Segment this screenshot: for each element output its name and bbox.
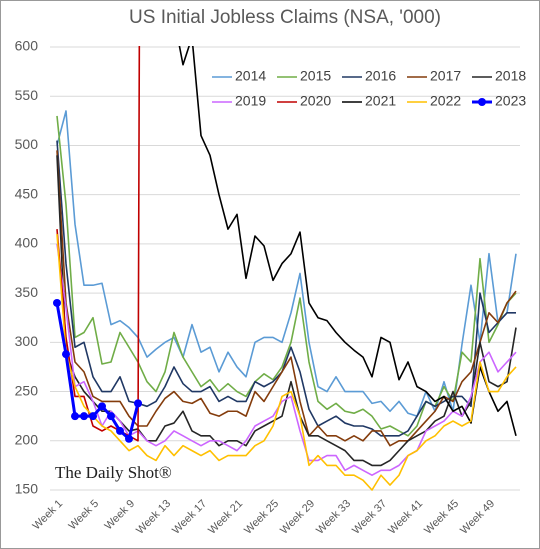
plot-area: [53, 46, 517, 491]
y-tick-label: 250: [15, 382, 39, 398]
series-marker: [89, 412, 97, 421]
legend-label: 2014: [235, 68, 266, 84]
series-line: [56, 46, 141, 442]
series-marker: [98, 402, 106, 411]
chart-title: US Initial Jobless Claims (NSA, '000): [129, 7, 441, 28]
series-marker: [107, 412, 115, 421]
source: The Daily Shot®: [55, 463, 172, 482]
legend-label: 2023: [495, 93, 526, 109]
y-tick-label: 550: [15, 87, 39, 103]
legend-label: 2016: [365, 68, 396, 84]
y-tick-label: 300: [15, 333, 39, 349]
y-tick-label: 350: [15, 284, 39, 300]
y-tick-label: 450: [15, 185, 39, 201]
series-marker: [62, 350, 70, 359]
y-tick-label: 400: [15, 235, 39, 251]
legend-label: 2017: [430, 68, 461, 84]
series-line: [56, 243, 517, 477]
y-tick-label: 600: [15, 38, 39, 54]
y-tick-label: 500: [15, 136, 39, 152]
series-marker: [71, 412, 79, 421]
legend-label: 2022: [430, 93, 461, 109]
series-marker: [53, 298, 61, 307]
legend-label: 2021: [365, 93, 396, 109]
series-marker: [80, 412, 88, 421]
legend-label: 2018: [495, 68, 526, 84]
series-marker: [116, 426, 124, 435]
series-line: [55, 302, 140, 441]
y-tick-label: 200: [15, 431, 39, 447]
legend-label: 2020: [300, 93, 331, 109]
y-tick-label: 150: [15, 481, 39, 497]
series-marker: [125, 434, 133, 443]
series-marker: [134, 399, 142, 408]
series-line: [178, 46, 517, 437]
legend-label: 2019: [235, 93, 266, 109]
legend-marker: [478, 98, 486, 106]
series-line: [56, 115, 517, 437]
legend-label: 2015: [300, 68, 331, 84]
series-line: [56, 233, 517, 491]
